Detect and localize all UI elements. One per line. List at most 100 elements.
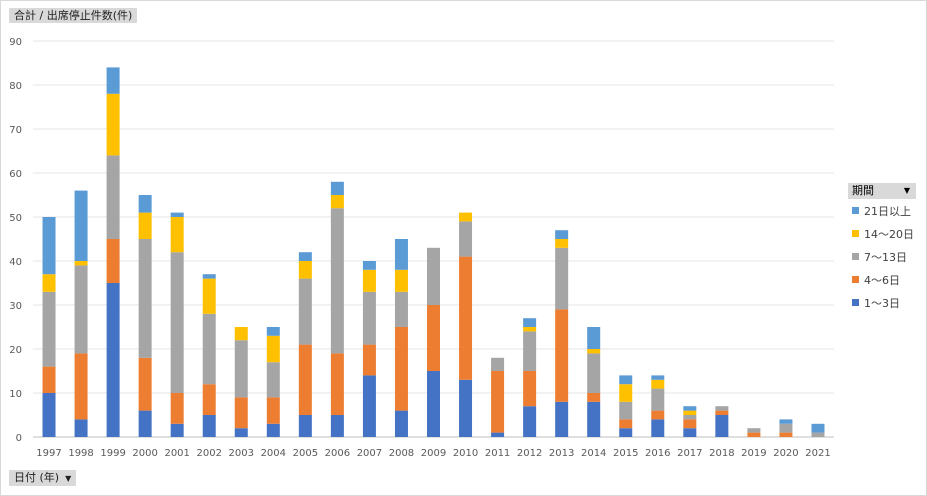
bar-segment[interactable] [106, 283, 120, 437]
bar-segment[interactable] [491, 357, 505, 371]
bar-segment[interactable] [683, 419, 697, 429]
bar-segment[interactable] [651, 410, 665, 420]
legend-filter-button[interactable]: 期間 ▼ [848, 183, 916, 199]
bar-segment[interactable] [651, 379, 665, 389]
bar-segment[interactable] [170, 252, 184, 393]
bar-segment[interactable] [811, 432, 825, 437]
bar-segment[interactable] [715, 406, 729, 411]
bar-segment[interactable] [266, 327, 280, 336]
bar-segment[interactable] [138, 410, 152, 437]
bar-segment[interactable] [42, 217, 56, 275]
bar-segment[interactable] [138, 195, 152, 213]
bar-segment[interactable] [683, 428, 697, 437]
bar-segment[interactable] [459, 379, 473, 437]
bar-segment[interactable] [459, 212, 473, 222]
bar-segment[interactable] [555, 401, 569, 437]
bar-segment[interactable] [747, 428, 761, 433]
bar-segment[interactable] [298, 278, 312, 345]
bar-segment[interactable] [587, 401, 601, 437]
bar-segment[interactable] [587, 349, 601, 354]
bar-segment[interactable] [811, 423, 825, 433]
bar-segment[interactable] [362, 375, 376, 437]
bar-segment[interactable] [523, 318, 537, 327]
bar-segment[interactable] [587, 327, 601, 349]
bar-segment[interactable] [555, 239, 569, 248]
bar-segment[interactable] [587, 393, 601, 402]
bar-segment[interactable] [234, 340, 248, 398]
bar-segment[interactable] [555, 309, 569, 402]
bar-segment[interactable] [683, 410, 697, 415]
bar-segment[interactable] [42, 393, 56, 437]
bar-segment[interactable] [42, 366, 56, 393]
bar-segment[interactable] [138, 239, 152, 358]
bar-segment[interactable] [619, 375, 633, 385]
bar-segment[interactable] [555, 230, 569, 239]
bar-segment[interactable] [330, 208, 344, 354]
bar-segment[interactable] [715, 415, 729, 437]
bar-segment[interactable] [523, 327, 537, 332]
bar-segment[interactable] [170, 423, 184, 437]
bar-segment[interactable] [330, 195, 344, 209]
bar-segment[interactable] [74, 265, 88, 354]
bar-segment[interactable] [298, 252, 312, 261]
bar-segment[interactable] [619, 401, 633, 420]
bar-segment[interactable] [683, 406, 697, 411]
bar-segment[interactable] [619, 419, 633, 429]
bar-segment[interactable] [619, 428, 633, 437]
bar-segment[interactable] [106, 155, 120, 239]
bar-segment[interactable] [362, 344, 376, 376]
bar-segment[interactable] [779, 419, 793, 424]
bar-segment[interactable] [523, 406, 537, 437]
bar-segment[interactable] [74, 353, 88, 420]
bar-segment[interactable] [202, 278, 216, 314]
bar-segment[interactable] [234, 397, 248, 429]
bar-segment[interactable] [106, 67, 120, 94]
bar-segment[interactable] [555, 247, 569, 310]
bar-segment[interactable] [779, 423, 793, 433]
bar-segment[interactable] [42, 291, 56, 367]
bar-segment[interactable] [427, 371, 440, 437]
bar-segment[interactable] [651, 388, 665, 411]
bar-segment[interactable] [74, 190, 88, 261]
bar-segment[interactable] [779, 432, 793, 437]
bar-segment[interactable] [619, 384, 633, 402]
bar-segment[interactable] [715, 410, 729, 415]
bar-segment[interactable] [234, 327, 248, 341]
bar-segment[interactable] [298, 344, 312, 415]
bar-segment[interactable] [266, 397, 280, 424]
bar-segment[interactable] [170, 217, 184, 253]
bar-segment[interactable] [394, 327, 408, 411]
bar-segment[interactable] [138, 212, 152, 239]
bar-segment[interactable] [138, 357, 152, 411]
bar-segment[interactable] [362, 291, 376, 345]
bar-segment[interactable] [202, 274, 216, 279]
bar-segment[interactable] [298, 415, 312, 437]
bar-segment[interactable] [394, 269, 408, 292]
bar-segment[interactable] [266, 335, 280, 363]
bar-segment[interactable] [459, 256, 473, 380]
bar-segment[interactable] [298, 261, 312, 279]
bar-segment[interactable] [106, 239, 120, 283]
bar-segment[interactable] [491, 432, 505, 437]
bar-segment[interactable] [362, 269, 376, 292]
bar-segment[interactable] [170, 393, 184, 424]
bar-segment[interactable] [683, 415, 697, 420]
bar-segment[interactable] [523, 371, 537, 407]
bar-segment[interactable] [330, 181, 344, 195]
bar-segment[interactable] [170, 212, 184, 217]
bar-segment[interactable] [202, 384, 216, 415]
bar-segment[interactable] [394, 410, 408, 437]
bar-segment[interactable] [491, 371, 505, 433]
bar-segment[interactable] [74, 261, 88, 266]
bar-segment[interactable] [106, 93, 120, 156]
bar-segment[interactable] [427, 305, 440, 371]
bar-segment[interactable] [459, 221, 473, 257]
bar-segment[interactable] [523, 331, 537, 371]
bar-segment[interactable] [651, 419, 665, 437]
bar-segment[interactable] [427, 247, 440, 305]
bar-segment[interactable] [234, 428, 248, 437]
bar-segment[interactable] [394, 291, 408, 327]
bar-segment[interactable] [330, 415, 344, 437]
bar-segment[interactable] [202, 415, 216, 437]
bar-segment[interactable] [42, 274, 56, 292]
